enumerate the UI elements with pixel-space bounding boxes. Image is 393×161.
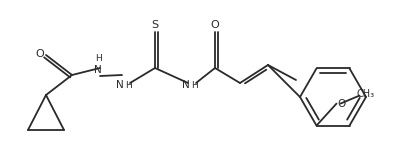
Text: CH₃: CH₃ [356,89,375,99]
Text: O: O [36,49,44,59]
Text: O: O [337,99,345,109]
Text: H: H [95,53,101,62]
Text: O: O [211,20,219,30]
Text: N: N [182,80,190,90]
Text: N: N [94,65,102,75]
Text: H: H [126,80,132,90]
Text: S: S [151,20,158,30]
Text: N: N [116,80,124,90]
Text: H: H [192,80,198,90]
